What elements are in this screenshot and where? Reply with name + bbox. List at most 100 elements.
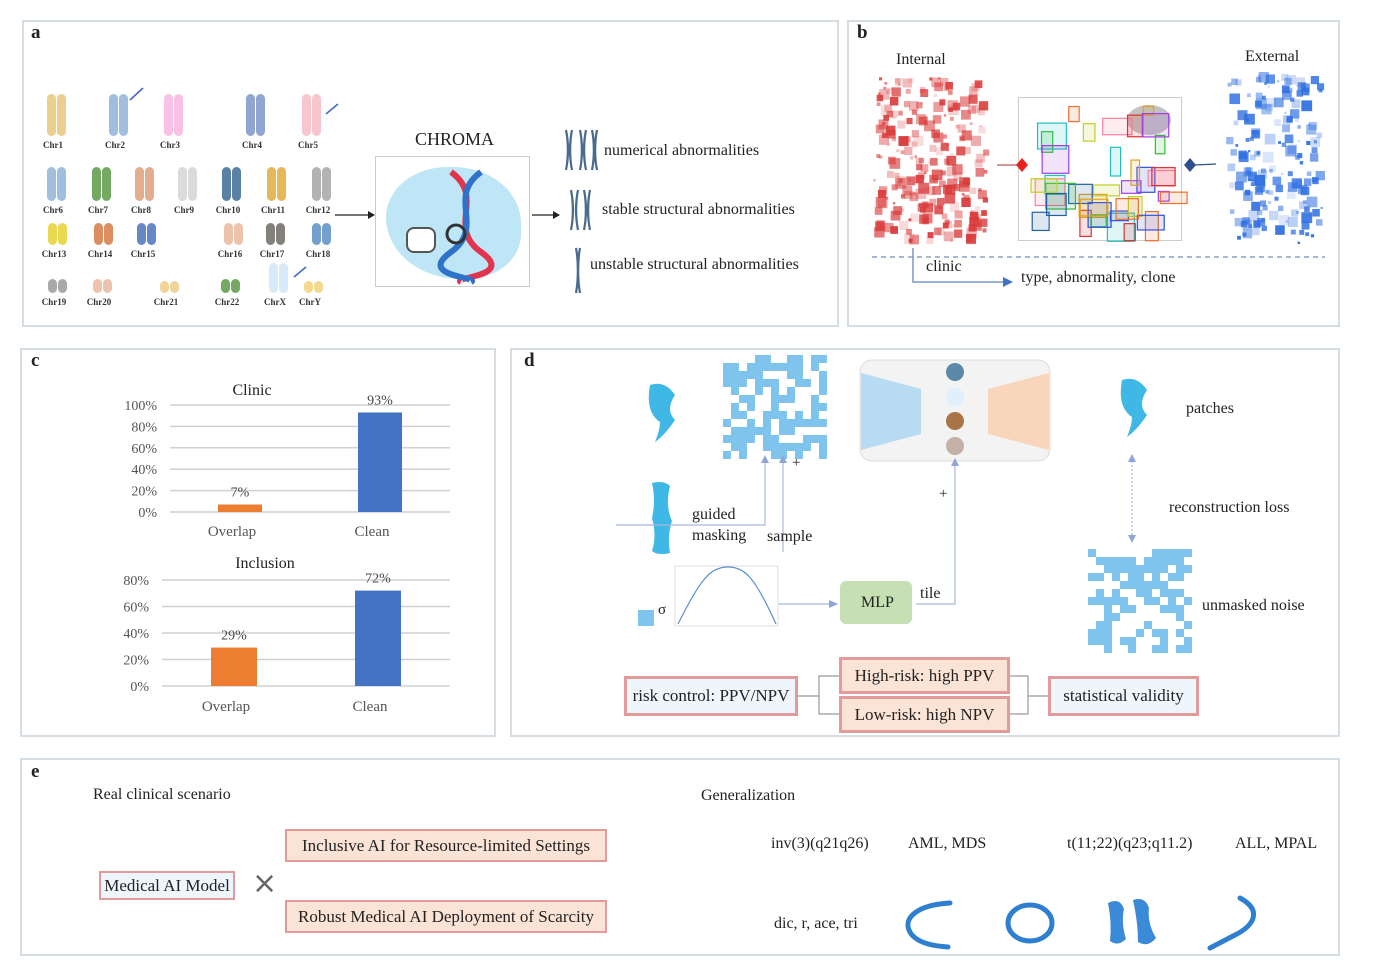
scatter-square bbox=[1307, 123, 1311, 126]
scatter-square bbox=[929, 144, 937, 152]
grid-cell bbox=[731, 387, 739, 395]
scatter-square bbox=[895, 78, 904, 87]
chromosome-shape bbox=[178, 167, 187, 201]
nucleus bbox=[1127, 105, 1171, 135]
scatter-square bbox=[1244, 189, 1251, 196]
scatter-square bbox=[1245, 167, 1251, 173]
clinic-label: clinic bbox=[926, 258, 962, 275]
scatter-square bbox=[898, 111, 903, 116]
scatter-square bbox=[908, 77, 915, 84]
scatter-square bbox=[903, 78, 912, 88]
chromosome-shape bbox=[58, 279, 67, 293]
scatter-square bbox=[917, 172, 925, 180]
grid-cell bbox=[1088, 597, 1096, 605]
scatter-square bbox=[877, 198, 888, 209]
grid-cell bbox=[1152, 565, 1160, 573]
chromosome-shape bbox=[145, 167, 154, 201]
grid-cell bbox=[755, 363, 763, 371]
encoder-shape bbox=[861, 373, 921, 450]
grid-cell bbox=[755, 379, 763, 387]
detection-box bbox=[1082, 123, 1096, 142]
scatter-square bbox=[944, 219, 950, 225]
grid-cell bbox=[1184, 637, 1192, 645]
scatter-square bbox=[1291, 99, 1301, 108]
detection-box bbox=[1040, 131, 1054, 153]
grid-cell bbox=[1128, 605, 1136, 613]
grid-cell bbox=[1136, 581, 1144, 589]
scatter-square bbox=[919, 86, 926, 93]
scatter-square bbox=[929, 77, 933, 81]
scatter-square bbox=[1287, 171, 1293, 177]
scatter-square bbox=[920, 164, 929, 173]
grid-cell bbox=[1120, 581, 1128, 589]
scatter-square bbox=[945, 82, 953, 90]
scatter-square bbox=[944, 220, 952, 229]
scatter-square bbox=[1290, 109, 1300, 119]
scatter-square bbox=[971, 104, 980, 113]
gaussian-curve bbox=[677, 566, 777, 625]
real-scenario-label: Real clinical scenario bbox=[93, 786, 231, 803]
category-label: Clean bbox=[353, 699, 388, 715]
scatter-square bbox=[1254, 186, 1264, 195]
chromosome-shape bbox=[277, 167, 286, 201]
grid-cell bbox=[1104, 597, 1112, 605]
grid-cell bbox=[1144, 581, 1152, 589]
scatter-square bbox=[976, 153, 986, 163]
scatter-square bbox=[1308, 121, 1318, 131]
grid-cell bbox=[739, 379, 747, 387]
scatter-square bbox=[1237, 235, 1241, 240]
scatter-square bbox=[952, 102, 961, 111]
scatter-square bbox=[942, 222, 949, 229]
scatter-square bbox=[876, 220, 885, 229]
scatter-square bbox=[1233, 120, 1239, 126]
grid-cell bbox=[1128, 565, 1136, 573]
scatter-square bbox=[1254, 100, 1262, 108]
grid-cell bbox=[1128, 645, 1136, 653]
scatter-square bbox=[1306, 140, 1311, 146]
chromosome-shape bbox=[48, 223, 57, 245]
grid-cell bbox=[731, 435, 739, 443]
scatter-square bbox=[940, 170, 946, 176]
scatter-square bbox=[900, 150, 905, 155]
scatter-square bbox=[911, 109, 918, 115]
external-label: External bbox=[1245, 48, 1300, 65]
chromosome-label: Chr20 bbox=[86, 297, 112, 307]
scatter-square bbox=[1278, 214, 1290, 226]
scatter-square bbox=[1266, 98, 1276, 108]
scatter-square bbox=[981, 210, 987, 216]
y-tick-label: 80% bbox=[131, 420, 157, 435]
grid-cell bbox=[731, 427, 739, 435]
grid-cell bbox=[1176, 613, 1184, 621]
scatter-square bbox=[1284, 111, 1287, 114]
scatter-square bbox=[1274, 196, 1279, 201]
scatter-square bbox=[1286, 116, 1293, 123]
chromosome-shape bbox=[147, 223, 156, 245]
detection-box bbox=[1141, 113, 1170, 138]
grid-cell bbox=[723, 435, 731, 443]
chromosome-label: Chr15 bbox=[130, 249, 156, 259]
chromosome-shape bbox=[57, 167, 66, 201]
detection-box bbox=[1030, 178, 1058, 193]
chart-inclusion: 0% 20% 40% 60% 80% Inclusion 29% Overlap 72% Clea… bbox=[123, 555, 450, 715]
scatter-square bbox=[947, 100, 958, 111]
t1122-label: t(11;22)(q23;q11.2) bbox=[1067, 835, 1193, 852]
grid-cell bbox=[1104, 613, 1112, 621]
grid-cell bbox=[771, 451, 779, 459]
grid-cell bbox=[1168, 589, 1176, 597]
scatter-square bbox=[1251, 130, 1256, 135]
grid-cell bbox=[1176, 605, 1184, 613]
scatter-square bbox=[878, 92, 881, 95]
model-illustration bbox=[375, 156, 530, 287]
y-tick-label: 60% bbox=[131, 442, 157, 457]
detection-box bbox=[1106, 212, 1135, 242]
scatter-square bbox=[918, 116, 928, 126]
scatter-square bbox=[1258, 72, 1270, 83]
scatter-square bbox=[1277, 80, 1280, 83]
scatter-square bbox=[933, 102, 944, 112]
scatter-square bbox=[1303, 178, 1312, 186]
scatter-square bbox=[874, 207, 883, 215]
grid-cell bbox=[795, 451, 803, 459]
grid-cell bbox=[1120, 605, 1128, 613]
grid-cell bbox=[1104, 605, 1112, 613]
internal-dataset-scatter bbox=[873, 77, 990, 245]
